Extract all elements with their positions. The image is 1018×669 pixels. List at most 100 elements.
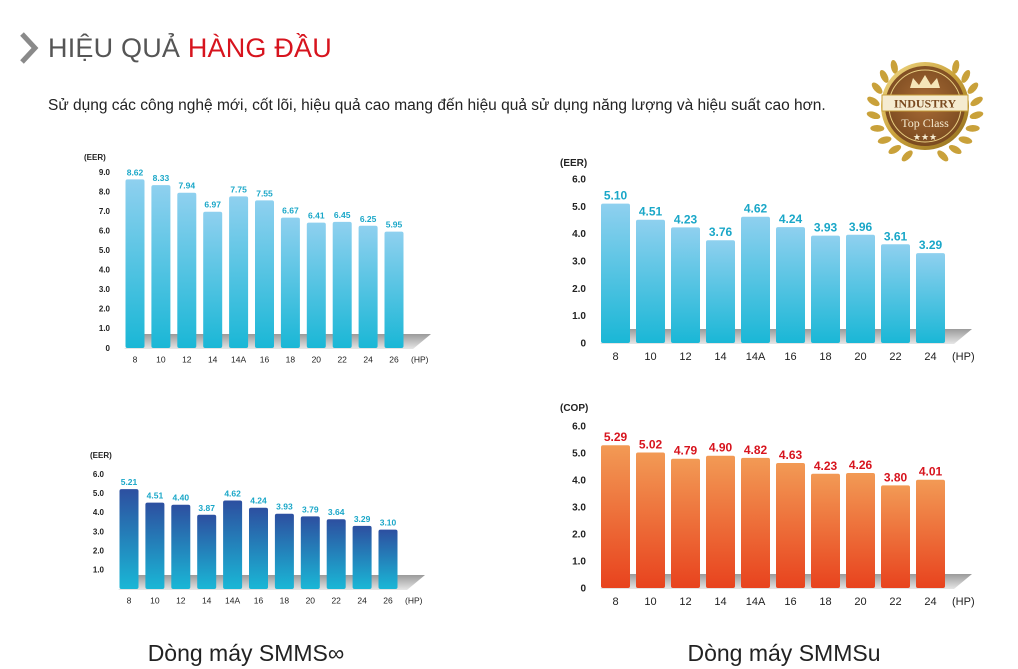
laurel-leaf [958, 136, 973, 144]
industry-top-class-badge: INDUSTRY Top Class ★★★ [862, 48, 988, 166]
bar-value-label: 4.51 [639, 205, 663, 219]
bar [326, 519, 346, 589]
bar-value-label: 6.97 [204, 200, 221, 210]
bar [636, 219, 665, 343]
x-tick-label: 20 [854, 596, 866, 608]
bar-value-label: 5.02 [639, 438, 663, 452]
bar [706, 240, 735, 343]
bar-value-label: 5.21 [121, 477, 138, 487]
y-tick-label: 5.0 [99, 246, 111, 255]
laurel-leaf [970, 96, 983, 107]
bar-value-label: 4.90 [709, 441, 733, 455]
laurel-leaf [866, 111, 881, 120]
x-tick-label: 18 [819, 596, 831, 608]
x-tick-label: 24 [363, 355, 373, 365]
bar [177, 192, 197, 348]
y-axis-title: (EER) [90, 451, 112, 460]
chart-svg: (COP) 0 1.0 2.0 3.0 4.0 5.0 6.0 5.29 8 5.02 10 4.79 1… [560, 403, 975, 608]
laurel-leaf [969, 111, 984, 120]
bar-value-label: 3.93 [814, 221, 838, 235]
y-tick-label: 4.0 [572, 229, 586, 240]
page-subtitle: Sử dụng các công nghệ mới, cốt lõi, hiệu… [48, 97, 826, 114]
x-axis-unit: (HP) [952, 596, 975, 608]
laurel-leaf [890, 60, 898, 74]
laurel-leaf [965, 124, 980, 132]
caption-right-series: Dòng máy SMMSu [687, 640, 881, 666]
bar-value-label: 4.40 [173, 493, 190, 503]
laurel-leaf [870, 124, 885, 132]
bar [332, 221, 352, 348]
bar-value-label: 3.79 [302, 504, 319, 514]
bar-value-label: 4.26 [849, 458, 873, 472]
x-tick-label: 14A [746, 596, 766, 608]
laurel-leaf [888, 144, 902, 155]
x-tick-label: 18 [819, 351, 831, 363]
bar [229, 196, 249, 348]
x-tick-label: 10 [644, 351, 656, 363]
x-tick-label: 22 [889, 351, 901, 363]
y-tick-label: 1.0 [99, 324, 111, 333]
page-title: HIỆU QUẢ HÀNG ĐẦU [48, 33, 332, 64]
y-tick-label: 4.0 [99, 266, 111, 275]
bar [358, 225, 378, 348]
y-tick-label: 4.0 [93, 508, 105, 517]
x-tick-label: 14A [225, 596, 240, 606]
x-tick-label: 24 [357, 596, 367, 606]
x-axis-unit: (HP) [952, 351, 975, 363]
bar-value-label: 8.33 [153, 173, 170, 183]
bar-value-label: 7.75 [230, 184, 247, 194]
bar-value-label: 6.41 [308, 211, 325, 221]
bar [119, 489, 139, 589]
laurel-leaf [879, 69, 889, 83]
caption-left-series: Dòng máy SMMS∞ [147, 640, 345, 666]
y-axis-title: (COP) [560, 403, 588, 414]
bar [846, 473, 875, 588]
y-axis-title: (EER) [560, 158, 587, 169]
y-tick-label: 5.0 [572, 202, 586, 213]
laurel-leaf [967, 82, 979, 94]
x-tick-label: 8 [127, 596, 132, 606]
chart-smmsu-eer: (EER) 0 1.0 2.0 3.0 4.0 5.0 6.0 5.10 8 4.51 10 4.23 1… [560, 153, 985, 368]
x-tick-label: 14 [208, 355, 218, 365]
bar-value-label: 7.55 [256, 188, 273, 198]
x-tick-label: 8 [612, 351, 618, 363]
x-tick-label: 16 [784, 351, 796, 363]
x-tick-label: 10 [644, 596, 656, 608]
bar [384, 231, 404, 348]
y-axis-title: (EER) [84, 153, 106, 162]
chevron-right-icon [20, 32, 39, 64]
bar-value-label: 4.79 [674, 444, 698, 458]
y-tick-label: 0 [106, 344, 111, 353]
bar [916, 253, 945, 343]
y-tick-label: 0 [580, 584, 586, 595]
x-tick-label: 14A [231, 355, 246, 365]
bar [811, 235, 840, 343]
bar-value-label: 4.63 [779, 448, 803, 462]
bar [197, 514, 217, 589]
x-tick-label: 24 [924, 596, 936, 608]
x-tick-label: 22 [889, 596, 901, 608]
y-tick-label: 8.0 [99, 187, 111, 196]
y-tick-label: 5.0 [572, 449, 586, 460]
chart-svg: (EER) 0 1.0 2.0 3.0 4.0 5.0 6.0 7.0 8.0 9.0 8.62 8 8.… [84, 153, 431, 365]
bar [811, 473, 840, 588]
x-tick-label: 8 [133, 355, 138, 365]
page-header: HIỆU QUẢ HÀNG ĐẦU [18, 28, 332, 68]
bar [601, 445, 630, 588]
y-tick-label: 6.0 [572, 175, 586, 186]
x-tick-label: 22 [337, 355, 347, 365]
x-tick-label: 12 [182, 355, 192, 365]
bar [741, 216, 770, 343]
x-tick-label: 20 [854, 351, 866, 363]
bar-value-label: 3.76 [709, 225, 733, 239]
y-tick-label: 4.0 [572, 476, 586, 487]
laurel-leaf [937, 150, 949, 162]
bar [249, 507, 268, 589]
bar [671, 458, 700, 588]
bar-value-label: 4.82 [744, 443, 768, 457]
bar-value-label: 3.80 [884, 470, 908, 484]
x-tick-label: 20 [306, 596, 316, 606]
bar-value-label: 3.96 [849, 220, 873, 234]
bar [125, 179, 145, 348]
laurel-leaf [961, 69, 971, 83]
